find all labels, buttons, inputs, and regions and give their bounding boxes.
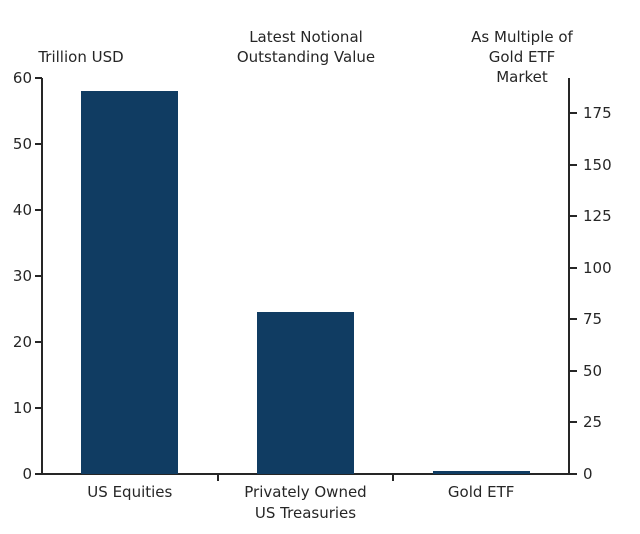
left-tick-label-0: 0 bbox=[22, 465, 32, 483]
x-label-privately-owned-us-treasuries: Privately Owned US Treasuries bbox=[244, 483, 367, 522]
right-tick-label-50: 50 bbox=[583, 361, 603, 380]
left-tick-60 bbox=[35, 77, 42, 79]
bar-gold-etf bbox=[432, 470, 530, 474]
left-tick-label-50: 50 bbox=[12, 135, 32, 153]
right-axis-line bbox=[568, 78, 570, 475]
left-tick-label-40: 40 bbox=[12, 201, 32, 219]
right-tick-125 bbox=[570, 215, 577, 218]
left-tick-30 bbox=[35, 275, 42, 277]
left-tick-10 bbox=[35, 407, 42, 409]
left-tick-label-30: 30 bbox=[12, 267, 32, 285]
x-label-us-equities: US Equities bbox=[87, 483, 173, 501]
right-tick-label-125: 125 bbox=[583, 207, 612, 226]
right-tick-150 bbox=[570, 163, 577, 166]
right-tick-label-175: 175 bbox=[583, 104, 612, 123]
x-axis-line bbox=[41, 473, 570, 475]
right-tick-label-150: 150 bbox=[583, 155, 612, 174]
right-tick-0 bbox=[570, 473, 577, 475]
bar-privately-owned-us-treasuries bbox=[257, 312, 354, 474]
right-tick-100 bbox=[570, 266, 577, 269]
right-tick-175 bbox=[570, 112, 577, 115]
left-tick-40 bbox=[35, 209, 42, 211]
left-tick-50 bbox=[35, 143, 42, 145]
x-boundary-tick-2 bbox=[392, 475, 395, 481]
right-tick-75 bbox=[570, 318, 577, 321]
bar-us-equities bbox=[81, 91, 179, 474]
left-axis-line bbox=[41, 78, 43, 475]
right-tick-25 bbox=[570, 421, 577, 424]
left-tick-0 bbox=[35, 473, 42, 475]
right-tick-label-100: 100 bbox=[583, 258, 612, 277]
right-axis-title: As Multiple of Gold ETF Market bbox=[471, 28, 573, 86]
right-tick-label-25: 25 bbox=[583, 413, 603, 432]
chart-title: Latest Notional Outstanding Value bbox=[236, 28, 376, 66]
right-tick-label-0: 0 bbox=[583, 465, 593, 483]
x-boundary-tick-1 bbox=[216, 475, 219, 481]
left-axis-title: Trillion USD bbox=[38, 48, 124, 66]
x-label-gold-etf: Gold ETF bbox=[447, 483, 515, 501]
left-tick-20 bbox=[35, 341, 42, 343]
right-tick-50 bbox=[570, 369, 577, 372]
right-tick-label-75: 75 bbox=[583, 310, 603, 329]
left-tick-label-60: 60 bbox=[12, 69, 32, 87]
left-tick-label-10: 10 bbox=[12, 399, 32, 417]
left-tick-label-20: 20 bbox=[12, 333, 32, 351]
